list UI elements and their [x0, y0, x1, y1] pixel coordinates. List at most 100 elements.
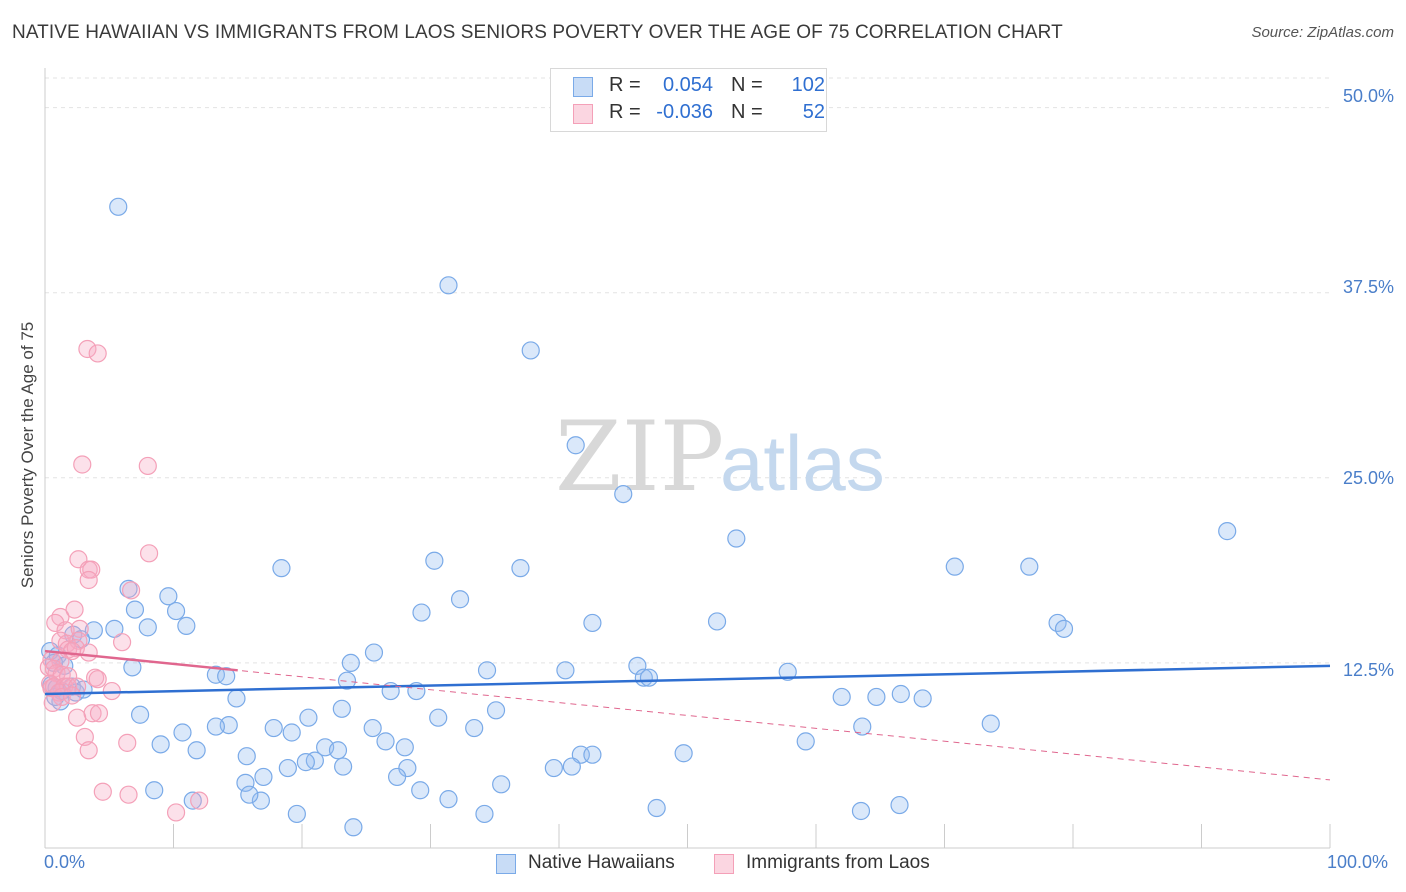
native-hawaiian-point: [429, 708, 448, 727]
native-hawaiian-point: [492, 775, 511, 794]
native-hawaiian-point: [583, 613, 602, 633]
x-tick-label: 100.0%: [1327, 852, 1389, 872]
source-label: Source: ZipAtlas.com: [1251, 24, 1394, 41]
native-hawaiian-point: [945, 557, 964, 576]
native-hawaiian-point: [583, 745, 602, 764]
native-hawaiian-point: [264, 718, 283, 738]
native-hawaiian-point: [556, 661, 575, 680]
legend-n-value: 52: [802, 101, 825, 123]
laos-point: [138, 456, 157, 476]
native-hawaiian-point: [395, 738, 414, 757]
native-hawaiian-point: [145, 781, 164, 800]
laos-point: [59, 667, 78, 686]
native-hawaiian-point: [236, 773, 255, 792]
laos-point: [43, 693, 62, 712]
legend-r-label: R =: [609, 101, 641, 123]
legend-swatch-pink: [714, 854, 734, 874]
legend-swatch-pink: [573, 104, 593, 124]
laos-point: [68, 677, 87, 696]
native-hawaiian-point: [328, 741, 348, 760]
native-hawaiian-point: [334, 757, 353, 776]
laos-point: [166, 803, 186, 822]
legend-r-label: R =: [609, 74, 641, 96]
native-hawaiian-point: [475, 804, 494, 824]
legend-series-label: Native Hawaiians: [528, 852, 675, 873]
native-hawaiian-point: [853, 717, 872, 736]
y-tick-label: 12.5%: [1342, 660, 1394, 680]
native-hawaiian-point: [166, 601, 186, 621]
native-hawaiian-point: [412, 603, 431, 622]
native-hawaiian-point: [237, 747, 256, 766]
native-hawaiian-point: [177, 616, 196, 635]
native-hawaiian-point: [477, 661, 497, 680]
native-hawaiian-point: [217, 667, 236, 686]
laos-trend-line: [44, 649, 238, 672]
laos-point: [82, 560, 101, 579]
legend-swatch-blue: [496, 854, 516, 874]
laos-point: [51, 607, 70, 627]
native-hawaiian-point: [278, 758, 297, 778]
native-hawaiian-point: [647, 798, 666, 818]
native-hawaiian-point: [439, 276, 458, 295]
native-hawaiian-point: [387, 767, 407, 787]
native-hawaiian-point: [727, 529, 746, 548]
laos-point: [190, 791, 209, 810]
native-hawaiian-point: [240, 785, 259, 804]
native-hawaiian-point: [227, 689, 246, 708]
native-hawaiian-point: [344, 818, 363, 837]
laos-point: [121, 581, 141, 600]
native-hawaiian-point: [187, 741, 206, 760]
laos-point: [79, 741, 98, 760]
native-hawaiian-point: [138, 618, 157, 637]
native-hawaiian-point: [851, 801, 871, 821]
native-hawaiian-point: [1218, 522, 1237, 541]
laos-point: [73, 455, 92, 474]
native-hawaiian-point: [439, 790, 458, 809]
y-tick-label: 50.0%: [1342, 86, 1394, 106]
laos-point: [112, 633, 132, 652]
laos-point: [46, 613, 65, 633]
native-hawaiian-point: [890, 795, 909, 815]
native-hawaiian-point: [341, 653, 360, 673]
native-hawaiian-point: [628, 656, 647, 675]
y-tick-label: 25.0%: [1342, 468, 1394, 488]
legend-n-label: N =: [731, 101, 763, 123]
native-hawaiian-point: [282, 723, 301, 742]
native-hawaiian-point: [913, 689, 932, 708]
native-hawaiian-point: [159, 587, 178, 606]
watermark-zip: ZIP: [555, 401, 724, 513]
native-hawaiian-point: [425, 551, 444, 570]
native-hawaiian-point: [544, 758, 563, 778]
laos-point: [56, 621, 75, 640]
native-hawaiian-point: [521, 341, 540, 360]
native-hawaiian-point: [639, 668, 659, 687]
laos-point: [102, 681, 121, 701]
native-hawaiian-point: [125, 600, 145, 619]
native-hawaiian-point: [151, 735, 170, 754]
native-hawaiian-point: [376, 732, 395, 751]
native-hawaiian-point: [832, 687, 851, 707]
x-tick-label: 0.0%: [44, 852, 86, 872]
laos-point: [93, 782, 112, 801]
native-hawaiian-point: [84, 621, 103, 640]
laos-point: [62, 686, 82, 705]
native-hawaiian-point: [867, 687, 886, 707]
native-hawaiian-point: [1054, 619, 1074, 638]
laos-point: [79, 570, 98, 590]
native-hawaiian-point: [1020, 557, 1039, 576]
native-hawaiian-trend-line: [44, 664, 1331, 696]
laos-point: [88, 670, 107, 689]
native-hawaiian-point: [562, 757, 581, 776]
native-hawaiian-point: [254, 767, 273, 787]
legend-series-label: Immigrants from Laos: [746, 852, 930, 873]
native-hawaiian-point: [299, 708, 318, 727]
native-hawaiian-point: [363, 718, 382, 738]
native-hawaiian-point: [891, 684, 910, 704]
laos-point: [119, 785, 138, 804]
laos-point: [78, 339, 97, 359]
chart-title: NATIVE HAWAIIAN VS IMMIGRANTS FROM LAOS …: [12, 22, 1063, 43]
laos-point: [118, 733, 137, 752]
laos-point: [65, 600, 84, 619]
native-hawaiian-point: [450, 590, 470, 609]
